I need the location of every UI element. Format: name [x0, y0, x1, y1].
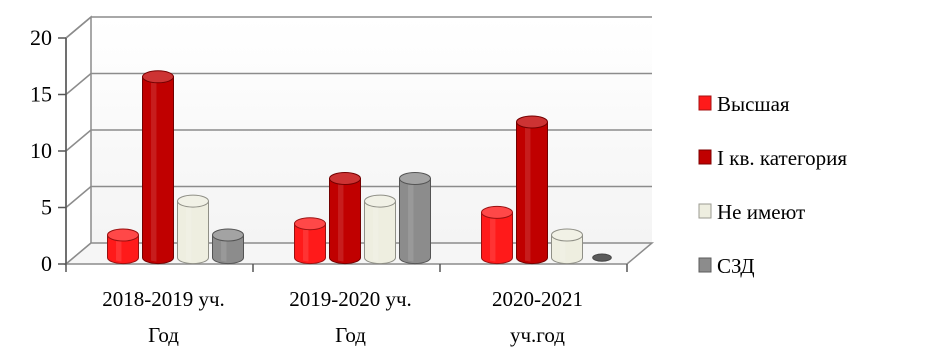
x-tick-label: уч.год [510, 323, 565, 347]
x-tick-label: 2020-2021 [492, 287, 583, 311]
bar-cap [107, 228, 139, 242]
bar-3-cat-3 [551, 234, 583, 265]
bar-2-cat-2 [329, 178, 361, 265]
bar-cap [551, 228, 583, 242]
bar-2-cat-3 [516, 121, 548, 265]
bar-highlight [221, 237, 227, 262]
x-tick-label: Год [148, 323, 179, 347]
bar-highlight [490, 214, 496, 262]
bar-highlight [408, 180, 414, 262]
bar-4-cat-2 [399, 178, 431, 265]
y-tick-label: 0 [41, 251, 52, 276]
chart-bars [107, 70, 612, 265]
x-tick-label: Год [335, 323, 366, 347]
bar-2-cat-1 [142, 76, 174, 265]
bar-highlight [303, 225, 309, 262]
legend-swatch [698, 149, 712, 165]
x-tick-label: 2018-2019 уч. [102, 287, 225, 311]
legend-label: Высшая [717, 92, 790, 116]
y-tick-label: 10 [30, 138, 52, 163]
bar-cap [364, 194, 396, 208]
gridline-side [65, 16, 92, 39]
legend-swatch [698, 203, 712, 219]
legend-label: СЗД [717, 254, 755, 278]
y-tick-label: 5 [41, 195, 52, 220]
x-tick-label: 2019-2020 уч. [289, 287, 412, 311]
bar-highlight [151, 78, 157, 262]
chart-legend: Высшая I кв. категория Не имеют СЗД [698, 92, 847, 278]
gridline-side [65, 185, 92, 209]
legend-swatch [698, 95, 712, 111]
bar-cap [177, 194, 209, 208]
bar-1-cat-1 [107, 234, 139, 265]
bar-highlight [186, 203, 192, 262]
legend-label: I кв. категория [717, 146, 847, 170]
legend-swatch [698, 257, 712, 273]
bar-highlight [525, 124, 531, 262]
bar-highlight [338, 180, 344, 262]
bar-4-cat-1 [212, 234, 244, 265]
bar-highlight [560, 237, 566, 262]
bar-cap [399, 172, 431, 185]
bar-3-cat-2 [364, 200, 396, 265]
bar-cap [212, 228, 244, 242]
bar-cap [329, 172, 361, 185]
bar-cap [481, 205, 513, 219]
y-tick-label: 15 [30, 82, 52, 107]
gridline-side [65, 129, 92, 152]
bar-4-cat-3 [592, 253, 612, 262]
legend-label: Не имеют [717, 200, 805, 224]
bar-1-cat-3 [481, 211, 513, 265]
bar-1-cat-2 [294, 223, 326, 265]
bar-cap [294, 217, 326, 231]
bar-highlight [373, 203, 379, 262]
bar-highlight [116, 237, 122, 262]
y-tick-label: 20 [30, 25, 52, 50]
gridline-side [65, 72, 92, 96]
bar-cap [516, 115, 548, 129]
bar-cap [142, 70, 174, 84]
chart-labels: 0 5 10 15 20 2018-2019 уч. Год 2019-2020 уч. Год… [30, 25, 583, 347]
bar-3-cat-1 [177, 200, 209, 265]
